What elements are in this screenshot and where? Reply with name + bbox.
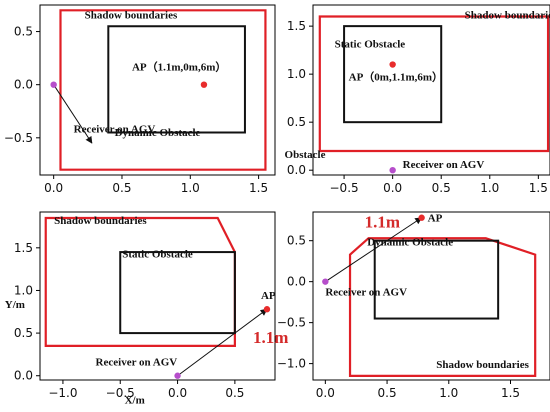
x-axis-label: X/m bbox=[125, 395, 145, 407]
ap-label: AP（1.1m,0m,6m） bbox=[132, 61, 226, 74]
ap-point bbox=[389, 61, 396, 68]
distance-label: 1.1m bbox=[253, 328, 288, 347]
x-tick-label: 0.0 bbox=[168, 386, 187, 400]
x-tick-label: 1.5 bbox=[249, 181, 268, 195]
x-tick-label: −0.5 bbox=[106, 386, 135, 400]
obstacle-rect bbox=[119, 251, 236, 335]
panel-2: −0.5 0.0 0.5 1.0 1.5 0.0 0.5 1.0 1.5 Shadow bound… bbox=[285, 4, 550, 195]
x-tick-label: 1.0 bbox=[439, 386, 458, 400]
receiver-point bbox=[389, 166, 396, 174]
receiver-label: Receiver on AGV bbox=[403, 159, 485, 171]
x-tick-label: 1.0 bbox=[480, 181, 499, 195]
panel-4: 0.0 0.5 1.0 1.5 −1.0 −0.5 0.0 0.5 Shadow boundar… bbox=[277, 211, 550, 400]
y-tick-label: −0.5 bbox=[277, 316, 306, 330]
y-tick-label: 0.0 bbox=[287, 163, 306, 177]
x-tick-label: 1.0 bbox=[181, 181, 200, 195]
ap-point bbox=[263, 306, 271, 313]
ap-point bbox=[200, 81, 208, 88]
x-tick-label: 0.5 bbox=[432, 181, 451, 195]
x-tick-label: 1.5 bbox=[501, 386, 520, 400]
receiver-label: Receiver on AGV bbox=[96, 357, 178, 369]
obstacle-label: Static Obstacle bbox=[122, 248, 193, 260]
y-tick-label: 1.0 bbox=[287, 67, 306, 81]
obstacle-rect bbox=[373, 239, 500, 320]
obstacle-extra-label: Obstacle bbox=[285, 149, 326, 161]
y-tick-label: 0.5 bbox=[287, 234, 306, 248]
shadow-boundary bbox=[318, 15, 550, 153]
receiver-label: Receiver on AGV bbox=[325, 287, 407, 299]
y-tick-label: 0.5 bbox=[14, 25, 33, 39]
direction-arrow bbox=[53, 84, 93, 144]
receiver-point bbox=[322, 278, 329, 285]
x-tick-label: −0.5 bbox=[330, 181, 359, 195]
obstacle-label: Dynamic Obstacle bbox=[367, 237, 453, 249]
y-tick-label: 0.5 bbox=[14, 326, 33, 340]
x-tick-label: 0.5 bbox=[112, 181, 131, 195]
shadow-boundary bbox=[59, 9, 267, 171]
ap-label: AP bbox=[428, 213, 443, 225]
receiver-point bbox=[50, 81, 57, 88]
ap-label: AP bbox=[261, 290, 276, 302]
shadow-boundary-label: Shadow boundaries bbox=[436, 359, 529, 371]
y-axis-label: Y/m bbox=[5, 299, 25, 311]
y-tick-label: −1.0 bbox=[277, 357, 306, 371]
ap-point bbox=[418, 214, 425, 221]
shadow-boundary bbox=[348, 237, 537, 378]
axes-frame bbox=[39, 4, 276, 176]
shadow-boundary-label: Shadow boundaries bbox=[85, 10, 178, 22]
panel-1: 0.0 0.5 1.0 1.5 −0.5 0.0 0.5 Shadow boundaries D… bbox=[4, 4, 276, 195]
distance-label: 1.1m bbox=[365, 213, 400, 232]
obstacle-rect bbox=[343, 25, 443, 124]
panel-3: −1.0 −0.5 0.0 0.5 0.0 0.5 1.0 1.5 Shadow boundar… bbox=[5, 211, 288, 407]
y-tick-label: 0.5 bbox=[287, 115, 306, 129]
axes-frame bbox=[312, 4, 550, 176]
x-tick-label: 0.5 bbox=[378, 386, 397, 400]
y-tick-label: 1.5 bbox=[287, 19, 306, 33]
x-tick-label: 0.0 bbox=[316, 386, 335, 400]
x-tick-label: 0.0 bbox=[44, 181, 63, 195]
y-tick-label: 0.0 bbox=[287, 275, 306, 289]
y-tick-label: 1.5 bbox=[14, 241, 33, 255]
x-tick-label: 0.5 bbox=[225, 386, 244, 400]
receiver-label: Receiver on AGV bbox=[74, 124, 156, 136]
shadow-boundary-label: Shadow boundaries bbox=[54, 215, 147, 227]
shadow-boundary bbox=[44, 216, 236, 347]
y-tick-label: 0.0 bbox=[14, 369, 33, 383]
obstacle-label: Dynamic Obstacle bbox=[115, 127, 201, 139]
y-tick-label: 0.0 bbox=[14, 78, 33, 92]
y-tick-label: −0.5 bbox=[4, 131, 33, 145]
x-tick-label: −1.0 bbox=[48, 386, 77, 400]
direction-arrow bbox=[177, 308, 268, 377]
axes-frame bbox=[39, 211, 276, 381]
ap-label: AP（0m,1.1m,6m） bbox=[349, 71, 443, 84]
receiver-point bbox=[174, 372, 181, 379]
axes-frame bbox=[312, 211, 550, 381]
direction-arrow bbox=[325, 217, 423, 283]
obstacle-label: Static Obstacle bbox=[335, 39, 406, 51]
y-tick-label: 1.0 bbox=[14, 283, 33, 297]
obstacle-rect bbox=[107, 25, 246, 134]
shadow-boundary-label: Shadow boundaries bbox=[465, 10, 550, 22]
x-tick-label: 0.0 bbox=[383, 181, 402, 195]
x-tick-label: 1.5 bbox=[529, 181, 548, 195]
